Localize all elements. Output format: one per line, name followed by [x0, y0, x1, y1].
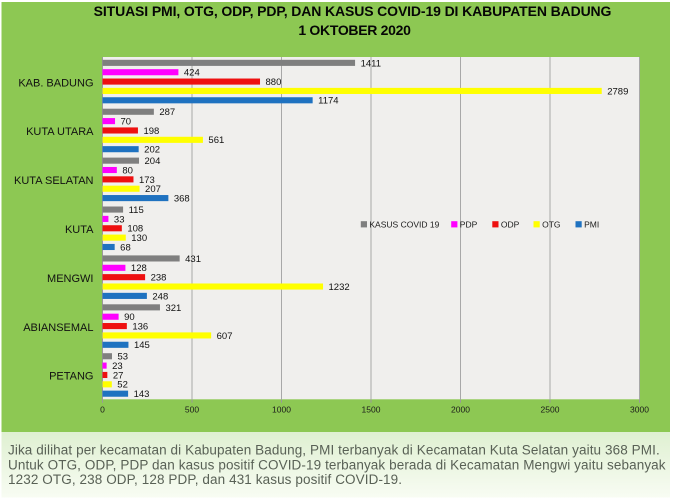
svg-text:128: 128 — [131, 263, 147, 274]
svg-text:607: 607 — [217, 331, 233, 342]
svg-text:33: 33 — [114, 214, 125, 225]
svg-text:561: 561 — [208, 135, 224, 146]
svg-text:2500: 2500 — [541, 405, 560, 415]
svg-text:KUTA SELATAN: KUTA SELATAN — [14, 175, 94, 187]
svg-text:68: 68 — [120, 242, 131, 253]
svg-text:145: 145 — [134, 340, 150, 351]
svg-text:ODP: ODP — [501, 220, 520, 230]
svg-text:248: 248 — [152, 291, 168, 302]
svg-text:204: 204 — [145, 156, 161, 167]
svg-text:1 OKTOBER 2020: 1 OKTOBER 2020 — [298, 22, 411, 38]
svg-text:70: 70 — [121, 117, 132, 128]
svg-text:1411: 1411 — [361, 58, 381, 69]
svg-text:880: 880 — [266, 77, 282, 88]
svg-text:431: 431 — [185, 254, 201, 265]
svg-text:108: 108 — [127, 224, 143, 235]
svg-text:0: 0 — [100, 405, 105, 415]
svg-text:1500: 1500 — [362, 405, 381, 415]
svg-text:MENGWI: MENGWI — [47, 273, 93, 285]
svg-text:321: 321 — [165, 303, 181, 314]
svg-text:1232 OTG, 238 ODP, 128 PDP, da: 1232 OTG, 238 ODP, 128 PDP, dan 431 kasu… — [8, 472, 402, 487]
svg-text:PMI: PMI — [584, 220, 599, 230]
svg-text:Untuk OTG, ODP, PDP dan kasus: Untuk OTG, ODP, PDP dan kasus positif CO… — [8, 457, 666, 472]
svg-text:KASUS COVID 19: KASUS COVID 19 — [369, 220, 439, 230]
svg-text:1174: 1174 — [318, 96, 338, 107]
svg-text:KUTA UTARA: KUTA UTARA — [26, 126, 94, 138]
svg-text:23: 23 — [112, 361, 123, 372]
svg-text:1232: 1232 — [329, 282, 350, 293]
svg-text:500: 500 — [185, 405, 199, 415]
svg-text:424: 424 — [184, 68, 200, 79]
svg-text:90: 90 — [124, 312, 135, 323]
svg-text:OTG: OTG — [542, 220, 560, 230]
svg-text:287: 287 — [159, 107, 175, 118]
svg-text:2789: 2789 — [607, 86, 628, 97]
svg-text:115: 115 — [129, 205, 144, 216]
svg-text:27: 27 — [113, 370, 124, 381]
svg-text:2000: 2000 — [451, 405, 470, 415]
svg-text:202: 202 — [144, 145, 160, 156]
svg-text:173: 173 — [139, 175, 155, 186]
svg-text:KUTA: KUTA — [65, 224, 94, 236]
svg-text:53: 53 — [117, 352, 128, 363]
svg-text:3000: 3000 — [630, 405, 649, 415]
svg-text:130: 130 — [131, 233, 147, 244]
svg-text:143: 143 — [134, 389, 150, 400]
svg-text:207: 207 — [145, 184, 161, 195]
svg-text:PDP: PDP — [460, 220, 478, 230]
svg-text:KAB. BADUNG: KAB. BADUNG — [18, 77, 93, 89]
svg-text:Jika dilihat per kecamatan di: Jika dilihat per kecamatan di Kabupaten … — [8, 443, 660, 458]
svg-text:1000: 1000 — [272, 405, 291, 415]
svg-text:ABIANSEMAL: ABIANSEMAL — [23, 322, 93, 334]
svg-text:52: 52 — [117, 380, 128, 391]
svg-text:198: 198 — [143, 126, 159, 137]
svg-text:SITUASI PMI, OTG, ODP, PDP, DA: SITUASI PMI, OTG, ODP, PDP, DAN KASUS CO… — [94, 3, 612, 19]
svg-text:80: 80 — [122, 165, 133, 176]
svg-text:136: 136 — [132, 321, 148, 332]
svg-text:PETANG: PETANG — [49, 371, 93, 383]
svg-text:368: 368 — [174, 193, 190, 204]
svg-text:238: 238 — [151, 273, 167, 284]
